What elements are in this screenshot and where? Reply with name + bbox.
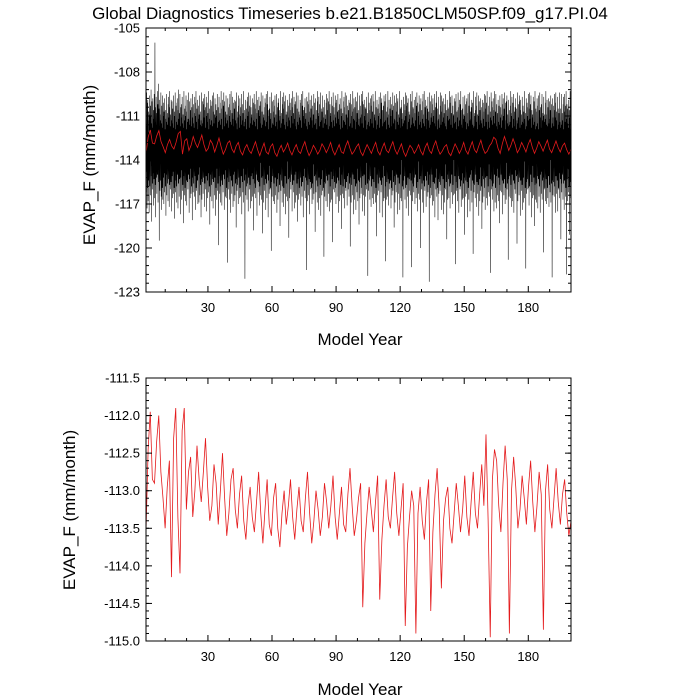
bottom-y-tick-label: -114.5 bbox=[104, 596, 140, 611]
bottom-x-tick-label: 60 bbox=[265, 649, 279, 664]
top-x-axis-label: Model Year bbox=[317, 330, 402, 349]
top-y-tick-label: -105 bbox=[114, 21, 140, 36]
bottom-x-tick-label: 180 bbox=[517, 649, 539, 664]
top-x-tick-label: 30 bbox=[201, 300, 215, 315]
top-y-tick-label: -108 bbox=[114, 65, 140, 80]
top-y-tick-label: -120 bbox=[114, 241, 140, 256]
bottom-y-tick-label: -115.0 bbox=[104, 634, 140, 649]
bottom-x-tick-label: 120 bbox=[389, 649, 411, 664]
bottom-y-tick-label: -112.0 bbox=[104, 408, 140, 423]
chart-title: Global Diagnostics Timeseries b.e21.B185… bbox=[92, 4, 608, 23]
bottom-x-tick-label: 30 bbox=[201, 649, 215, 664]
top-y-tick-label: -111 bbox=[116, 109, 140, 124]
bottom-x-tick-label: 90 bbox=[329, 649, 343, 664]
top-y-axis-label: EVAP_F (mm/month) bbox=[80, 85, 99, 245]
bottom-series-annual-mean bbox=[145, 408, 572, 638]
bottom-y-axis-label: EVAP_F (mm/month) bbox=[60, 430, 79, 590]
bottom-y-tick-label: -114.0 bbox=[104, 558, 140, 573]
top-x-tick-label: 150 bbox=[453, 300, 475, 315]
bottom-y-tick-label: -112.5 bbox=[104, 446, 140, 461]
bottom-panel: 30 60 90 120 150 180 -115.0 -114.5 -114.0 -113.5 -… bbox=[104, 371, 572, 664]
bottom-y-tick-label: -113.0 bbox=[104, 483, 140, 498]
bottom-x-tick-label: 150 bbox=[453, 649, 475, 664]
bottom-y-tick-label: -111.5 bbox=[105, 371, 140, 386]
top-x-tick-label: 60 bbox=[265, 300, 279, 315]
top-panel: 30 60 90 120 150 180 -123 -120 -117 -114 -111 -108 -… bbox=[114, 21, 572, 315]
top-series-monthly bbox=[145, 42, 572, 282]
bottom-plot-frame bbox=[145, 377, 572, 642]
top-y-tick-label: -114 bbox=[115, 153, 140, 168]
top-x-tick-label: 120 bbox=[389, 300, 411, 315]
top-x-tick-label: 180 bbox=[517, 300, 539, 315]
bottom-y-tick-label: -113.5 bbox=[104, 521, 140, 536]
bottom-x-axis-label: Model Year bbox=[317, 680, 402, 699]
top-series-annual-mean bbox=[145, 129, 572, 158]
top-y-tick-label: -117 bbox=[115, 197, 140, 212]
top-x-tick-label: 90 bbox=[329, 300, 343, 315]
top-y-tick-label: -123 bbox=[114, 285, 140, 300]
